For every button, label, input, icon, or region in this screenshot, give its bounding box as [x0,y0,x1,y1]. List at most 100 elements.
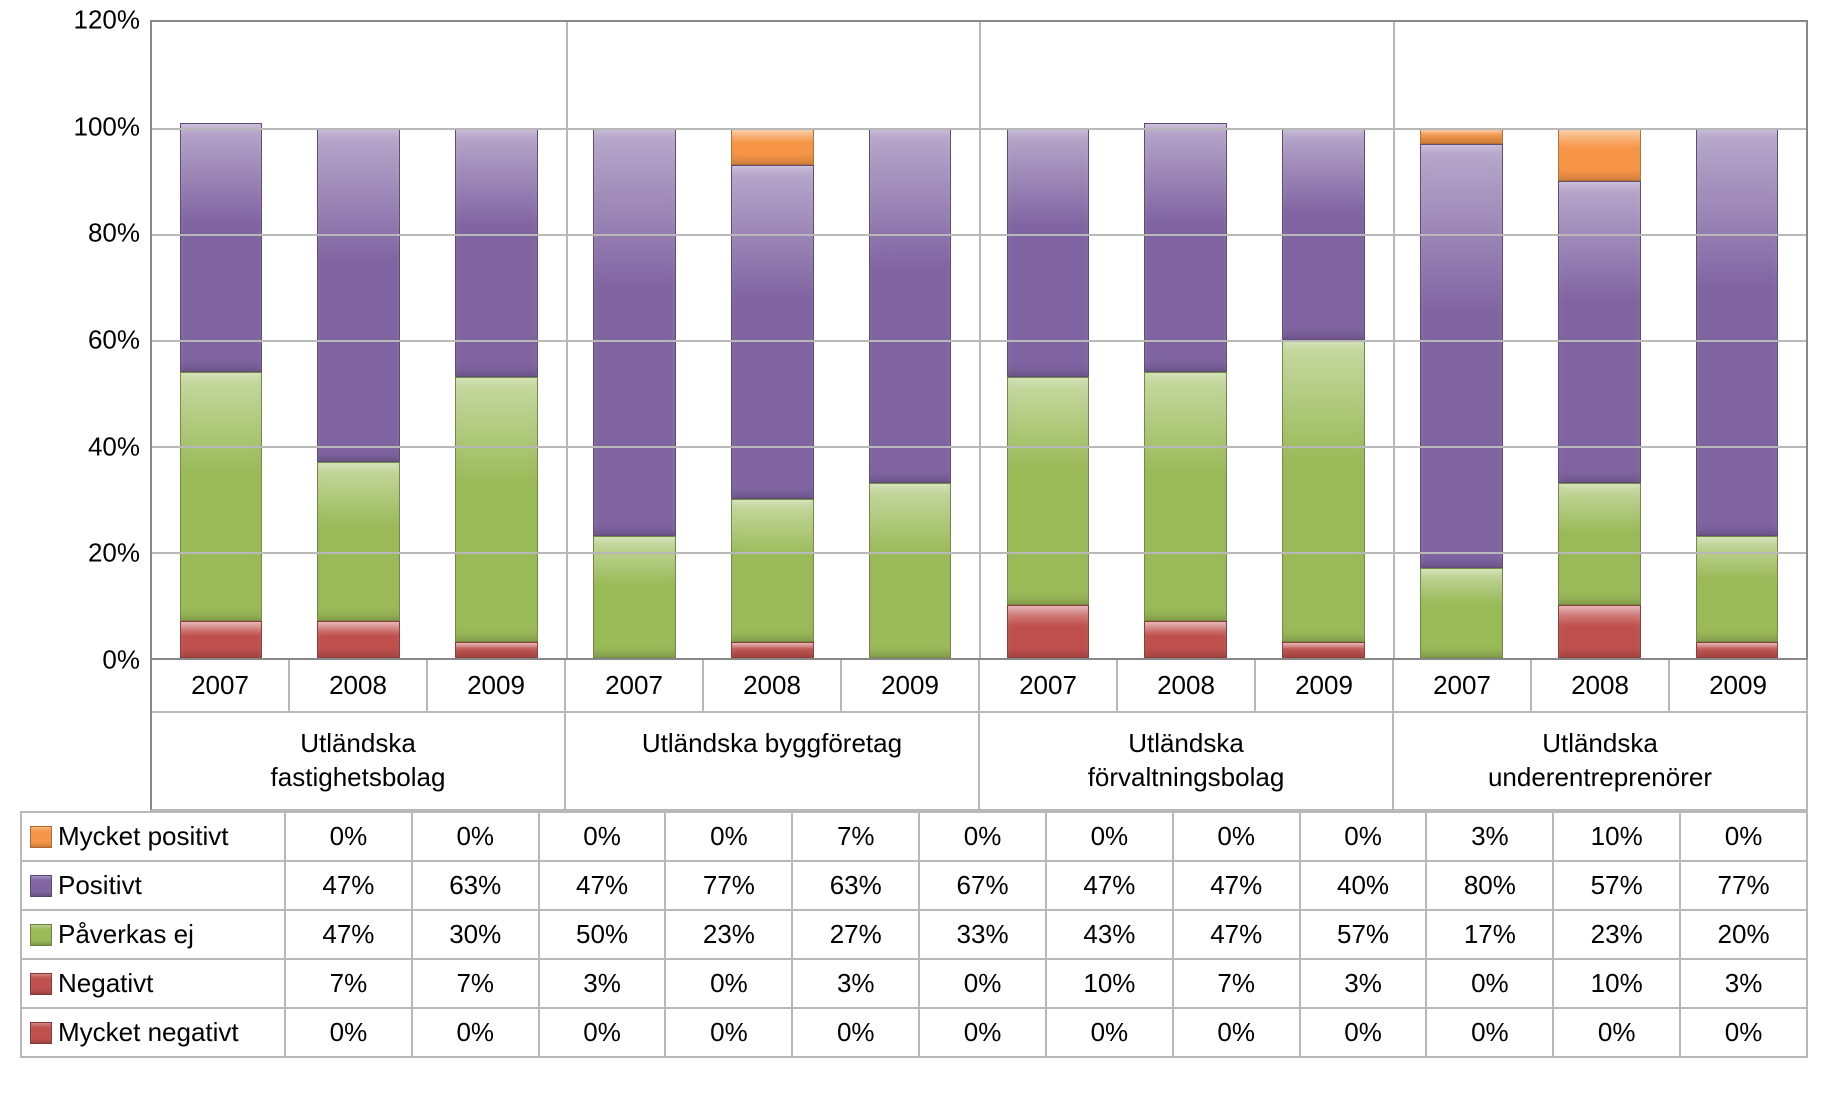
table-cell: 7% [792,812,919,861]
stacked-bar [1007,128,1090,658]
bar-segment-paverkas_ej [1558,483,1641,605]
stacked-bar [317,128,400,658]
legend-swatch [30,826,52,848]
bar-segment-positivt [869,128,952,483]
table-cell: 40% [1300,861,1427,910]
bar-segment-positivt [1420,144,1503,568]
table-cell: 17% [1426,910,1553,959]
table-cell: 47% [1173,910,1300,959]
bar-segment-paverkas_ej [1282,340,1365,642]
x-axis-year-label: 2009 [1256,660,1392,711]
table-cell: 0% [919,1008,1046,1057]
x-axis-year-label: 2007 [1394,660,1532,711]
table-row: Mycket negativt0%0%0%0%0%0%0%0%0%0%0%0% [21,1008,1807,1057]
legend-swatch [30,1022,52,1044]
x-axis-year-label: 2008 [290,660,428,711]
table-cell: 0% [665,959,792,1008]
table-cell: 0% [1426,1008,1553,1057]
data-table: Mycket positivt0%0%0%0%7%0%0%0%0%3%10%0%… [20,811,1808,1058]
legend-label: Mycket positivt [58,821,229,851]
table-cell: 0% [285,1008,412,1057]
x-axis-year-label: 2007 [152,660,290,711]
table-cell: 0% [1680,1008,1807,1057]
bar-segment-positivt [317,128,400,462]
x-axis-years-row: 200720082009 [1394,660,1806,713]
table-cell: 0% [1553,1008,1680,1057]
x-axis-group: 200720082009Utländskaförvaltningsbolag [980,660,1394,811]
bar-segment-negativt [1007,605,1090,658]
x-axis-year-label: 2009 [428,660,564,711]
grid-line-v [979,22,981,658]
legend-label: Mycket negativt [58,1017,239,1047]
bar-segment-negativt [317,621,400,658]
bar-segment-paverkas_ej [1420,568,1503,658]
table-cell: 0% [1173,812,1300,861]
bar-segment-paverkas_ej [1144,372,1227,621]
x-axis-year-label: 2008 [1532,660,1670,711]
table-cell: 0% [665,1008,792,1057]
bar-segment-paverkas_ej [1007,377,1090,605]
table-row-header: Mycket positivt [21,812,285,861]
bar-segment-negativt [180,621,263,658]
stacked-bar [1144,123,1227,658]
x-axis-year-label: 2008 [704,660,842,711]
table-cell: 47% [285,910,412,959]
bar-segment-paverkas_ej [317,462,400,621]
table-cell: 47% [285,861,412,910]
table-cell: 23% [1553,910,1680,959]
table-cell: 7% [412,959,539,1008]
table-cell: 0% [539,1008,666,1057]
table-cell: 50% [539,910,666,959]
bar-segment-paverkas_ej [869,483,952,658]
table-cell: 0% [285,812,412,861]
bar-segment-negativt [1282,642,1365,658]
x-axis-years-row: 200720082009 [152,660,564,713]
stacked-bar [593,128,676,658]
x-axis-years-row: 200720082009 [980,660,1392,713]
x-axis-group-label: Utländskafastighetsbolag [152,713,564,809]
table-row-header: Mycket negativt [21,1008,285,1057]
table-cell: 57% [1300,910,1427,959]
stacked-bar [1558,128,1641,658]
table-cell: 3% [1300,959,1427,1008]
table-cell: 7% [1173,959,1300,1008]
table-cell: 20% [1680,910,1807,959]
table-cell: 0% [1300,812,1427,861]
x-axis-year-label: 2008 [1118,660,1256,711]
x-axis-group: 200720082009Utländska byggföretag [566,660,980,811]
stacked-bar [1282,128,1365,658]
table-cell: 0% [1046,1008,1173,1057]
table-cell: 3% [1426,812,1553,861]
y-axis: 0%20%40%60%80%100%120% [20,20,150,660]
table-row: Positivt47%63%47%77%63%67%47%47%40%80%57… [21,861,1807,910]
bar-segment-paverkas_ej [180,372,263,621]
bar-segment-mycket_positivt [1420,128,1503,144]
table-cell: 3% [792,959,919,1008]
table-cell: 3% [539,959,666,1008]
bar-segment-negativt [731,642,814,658]
stacked-bar [731,128,814,658]
x-axis: 200720082009Utländskafastighetsbolag2007… [150,660,1808,811]
table-cell: 47% [1046,861,1173,910]
table-cell: 10% [1553,959,1680,1008]
table-cell: 10% [1553,812,1680,861]
table-cell: 27% [792,910,919,959]
bar-segment-positivt [731,165,814,499]
table-row: Påverkas ej47%30%50%23%27%33%43%47%57%17… [21,910,1807,959]
table-row: Negativt7%7%3%0%3%0%10%7%3%0%10%3% [21,959,1807,1008]
bar-segment-positivt [593,128,676,536]
table-cell: 47% [539,861,666,910]
stacked-bar [1696,128,1779,658]
table-cell: 0% [412,1008,539,1057]
legend-swatch [30,973,52,995]
table-cell: 3% [1680,959,1807,1008]
bar-segment-negativt [1696,642,1779,658]
table-cell: 0% [919,959,1046,1008]
table-cell: 57% [1553,861,1680,910]
table-cell: 0% [1680,812,1807,861]
table-cell: 0% [1300,1008,1427,1057]
legend-swatch [30,924,52,946]
bar-segment-negativt [455,642,538,658]
bar-segment-paverkas_ej [593,536,676,658]
grid-line-v [1393,22,1395,658]
